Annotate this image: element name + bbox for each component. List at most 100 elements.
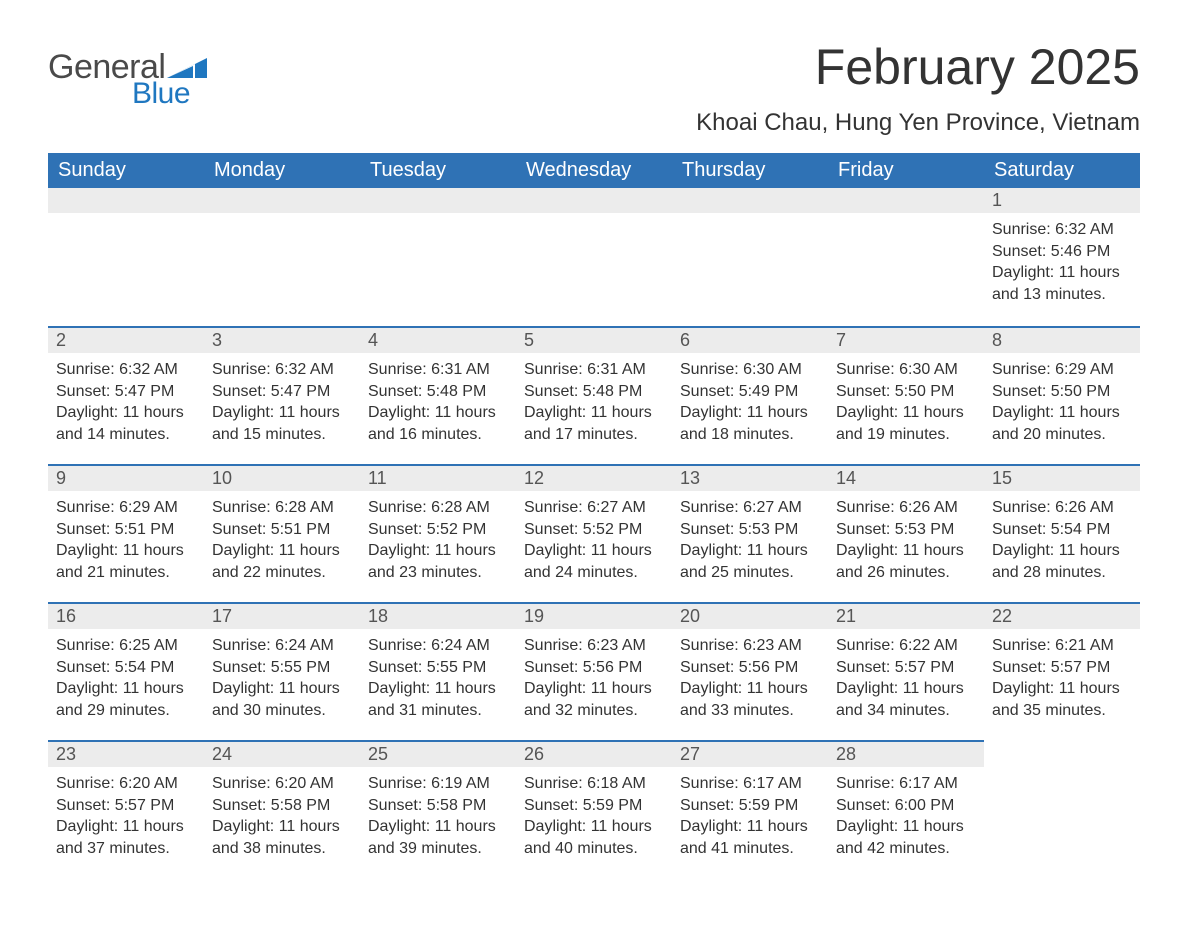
- day-number: [516, 188, 672, 213]
- title-block: February 2025 Khoai Chau, Hung Yen Provi…: [696, 40, 1140, 147]
- weekday-header-row: SundayMondayTuesdayWednesdayThursdayFrid…: [48, 153, 1140, 188]
- calendar-week-row: 23Sunrise: 6:20 AMSunset: 5:57 PMDayligh…: [48, 740, 1140, 878]
- sunrise-line: Sunrise: 6:32 AM: [212, 359, 352, 381]
- weekday-header: Wednesday: [516, 153, 672, 188]
- calendar-day-cell: 18Sunrise: 6:24 AMSunset: 5:55 PMDayligh…: [360, 602, 516, 740]
- day-number: 22: [984, 602, 1140, 629]
- daylight-line: Daylight: 11 hours and 40 minutes.: [524, 816, 664, 859]
- day-number: 16: [48, 602, 204, 629]
- day-number: 25: [360, 740, 516, 767]
- sunrise-line: Sunrise: 6:31 AM: [524, 359, 664, 381]
- day-number: [48, 188, 204, 213]
- day-number: [360, 188, 516, 213]
- day-number: 15: [984, 464, 1140, 491]
- sunrise-line: Sunrise: 6:26 AM: [992, 497, 1132, 519]
- sunset-line: Sunset: 5:54 PM: [992, 519, 1132, 541]
- day-number: 9: [48, 464, 204, 491]
- calendar-day-cell: 6 Sunrise: 6:30 AMSunset: 5:49 PMDaylight…: [672, 326, 828, 464]
- calendar-day-cell: [672, 188, 828, 326]
- sunrise-line: Sunrise: 6:20 AM: [56, 773, 196, 795]
- day-number: 28: [828, 740, 984, 767]
- calendar-day-cell: 13Sunrise: 6:27 AMSunset: 5:53 PMDayligh…: [672, 464, 828, 602]
- sunset-line: Sunset: 5:51 PM: [56, 519, 196, 541]
- sunset-line: Sunset: 5:46 PM: [992, 241, 1132, 263]
- day-number: 2: [48, 326, 204, 353]
- calendar-day-cell: [984, 740, 1140, 878]
- calendar-day-cell: 7Sunrise: 6:30 AMSunset: 5:50 PMDaylight…: [828, 326, 984, 464]
- calendar-table: SundayMondayTuesdayWednesdayThursdayFrid…: [48, 153, 1140, 878]
- day-details: Sunrise: 6:28 AMSunset: 5:52 PMDaylight:…: [366, 497, 510, 583]
- daylight-line: Daylight: 11 hours and 39 minutes.: [368, 816, 508, 859]
- sunrise-line: Sunrise: 6:31 AM: [368, 359, 508, 381]
- daylight-line: Daylight: 11 hours and 15 minutes.: [212, 402, 352, 445]
- daylight-line: Daylight: 11 hours and 16 minutes.: [368, 402, 508, 445]
- day-details: Sunrise: 6:27 AMSunset: 5:53 PMDaylight:…: [678, 497, 822, 583]
- day-number: 5: [516, 326, 672, 353]
- day-details: Sunrise: 6:18 AMSunset: 5:59 PMDaylight:…: [522, 773, 666, 859]
- calendar-day-cell: 20Sunrise: 6:23 AMSunset: 5:56 PMDayligh…: [672, 602, 828, 740]
- calendar-day-cell: 12Sunrise: 6:27 AMSunset: 5:52 PMDayligh…: [516, 464, 672, 602]
- calendar-day-cell: 19Sunrise: 6:23 AMSunset: 5:56 PMDayligh…: [516, 602, 672, 740]
- weekday-header: Tuesday: [360, 153, 516, 188]
- sunrise-line: Sunrise: 6:23 AM: [680, 635, 820, 657]
- day-number: 18: [360, 602, 516, 629]
- daylight-line: Daylight: 11 hours and 37 minutes.: [56, 816, 196, 859]
- day-number: 4: [360, 326, 516, 353]
- sunrise-line: Sunrise: 6:17 AM: [680, 773, 820, 795]
- day-details: Sunrise: 6:29 AMSunset: 5:51 PMDaylight:…: [54, 497, 198, 583]
- day-number: 24: [204, 740, 360, 767]
- sunset-line: Sunset: 5:53 PM: [836, 519, 976, 541]
- sunrise-line: Sunrise: 6:23 AM: [524, 635, 664, 657]
- daylight-line: Daylight: 11 hours and 26 minutes.: [836, 540, 976, 583]
- day-details: Sunrise: 6:17 AMSunset: 5:59 PMDaylight:…: [678, 773, 822, 859]
- calendar-day-cell: 17Sunrise: 6:24 AMSunset: 5:55 PMDayligh…: [204, 602, 360, 740]
- location-text: Khoai Chau, Hung Yen Province, Vietnam: [696, 109, 1140, 137]
- sunrise-line: Sunrise: 6:26 AM: [836, 497, 976, 519]
- day-details: Sunrise: 6:17 AMSunset: 6:00 PMDaylight:…: [834, 773, 978, 859]
- day-details: Sunrise: 6:21 AMSunset: 5:57 PMDaylight:…: [990, 635, 1134, 721]
- day-number: 6: [672, 326, 828, 353]
- logo: General Blue: [48, 40, 207, 111]
- daylight-line: Daylight: 11 hours and 34 minutes.: [836, 678, 976, 721]
- sunset-line: Sunset: 5:57 PM: [992, 657, 1132, 679]
- weekday-header: Saturday: [984, 153, 1140, 188]
- calendar-day-cell: 9 Sunrise: 6:29 AMSunset: 5:51 PMDaylight…: [48, 464, 204, 602]
- weekday-header: Monday: [204, 153, 360, 188]
- sunrise-line: Sunrise: 6:20 AM: [212, 773, 352, 795]
- calendar-day-cell: 11 Sunrise: 6:28 AMSunset: 5:52 PMDayligh…: [360, 464, 516, 602]
- day-details: Sunrise: 6:26 AMSunset: 5:54 PMDaylight:…: [990, 497, 1134, 583]
- sunset-line: Sunset: 5:53 PM: [680, 519, 820, 541]
- sunset-line: Sunset: 5:48 PM: [524, 381, 664, 403]
- sunrise-line: Sunrise: 6:27 AM: [680, 497, 820, 519]
- calendar-day-cell: 23Sunrise: 6:20 AMSunset: 5:57 PMDayligh…: [48, 740, 204, 878]
- day-number: 21: [828, 602, 984, 629]
- day-number: 3: [204, 326, 360, 353]
- day-details: Sunrise: 6:32 AMSunset: 5:47 PMDaylight:…: [54, 359, 198, 445]
- sunset-line: Sunset: 5:48 PM: [368, 381, 508, 403]
- day-details: Sunrise: 6:32 AMSunset: 5:47 PMDaylight:…: [210, 359, 354, 445]
- day-details: Sunrise: 6:26 AMSunset: 5:53 PMDaylight:…: [834, 497, 978, 583]
- day-number: [204, 188, 360, 213]
- sunrise-line: Sunrise: 6:32 AM: [56, 359, 196, 381]
- day-details: Sunrise: 6:29 AMSunset: 5:50 PMDaylight:…: [990, 359, 1134, 445]
- sunrise-line: Sunrise: 6:21 AM: [992, 635, 1132, 657]
- day-details: Sunrise: 6:28 AMSunset: 5:51 PMDaylight:…: [210, 497, 354, 583]
- daylight-line: Daylight: 11 hours and 32 minutes.: [524, 678, 664, 721]
- day-number: 27: [672, 740, 828, 767]
- sunset-line: Sunset: 5:51 PM: [212, 519, 352, 541]
- sunset-line: Sunset: 6:00 PM: [836, 795, 976, 817]
- daylight-line: Daylight: 11 hours and 42 minutes.: [836, 816, 976, 859]
- header: General Blue February 2025 Khoai Chau, H…: [48, 40, 1140, 147]
- sunrise-line: Sunrise: 6:29 AM: [992, 359, 1132, 381]
- calendar-day-cell: 2 Sunrise: 6:32 AMSunset: 5:47 PMDaylight…: [48, 326, 204, 464]
- daylight-line: Daylight: 11 hours and 20 minutes.: [992, 402, 1132, 445]
- sunset-line: Sunset: 5:49 PM: [680, 381, 820, 403]
- daylight-line: Daylight: 11 hours and 23 minutes.: [368, 540, 508, 583]
- daylight-line: Daylight: 11 hours and 22 minutes.: [212, 540, 352, 583]
- calendar-day-cell: 16Sunrise: 6:25 AMSunset: 5:54 PMDayligh…: [48, 602, 204, 740]
- day-details: Sunrise: 6:22 AMSunset: 5:57 PMDaylight:…: [834, 635, 978, 721]
- day-details: Sunrise: 6:23 AMSunset: 5:56 PMDaylight:…: [678, 635, 822, 721]
- day-details: Sunrise: 6:30 AMSunset: 5:49 PMDaylight:…: [678, 359, 822, 445]
- day-number: 11: [360, 464, 516, 491]
- daylight-line: Daylight: 11 hours and 33 minutes.: [680, 678, 820, 721]
